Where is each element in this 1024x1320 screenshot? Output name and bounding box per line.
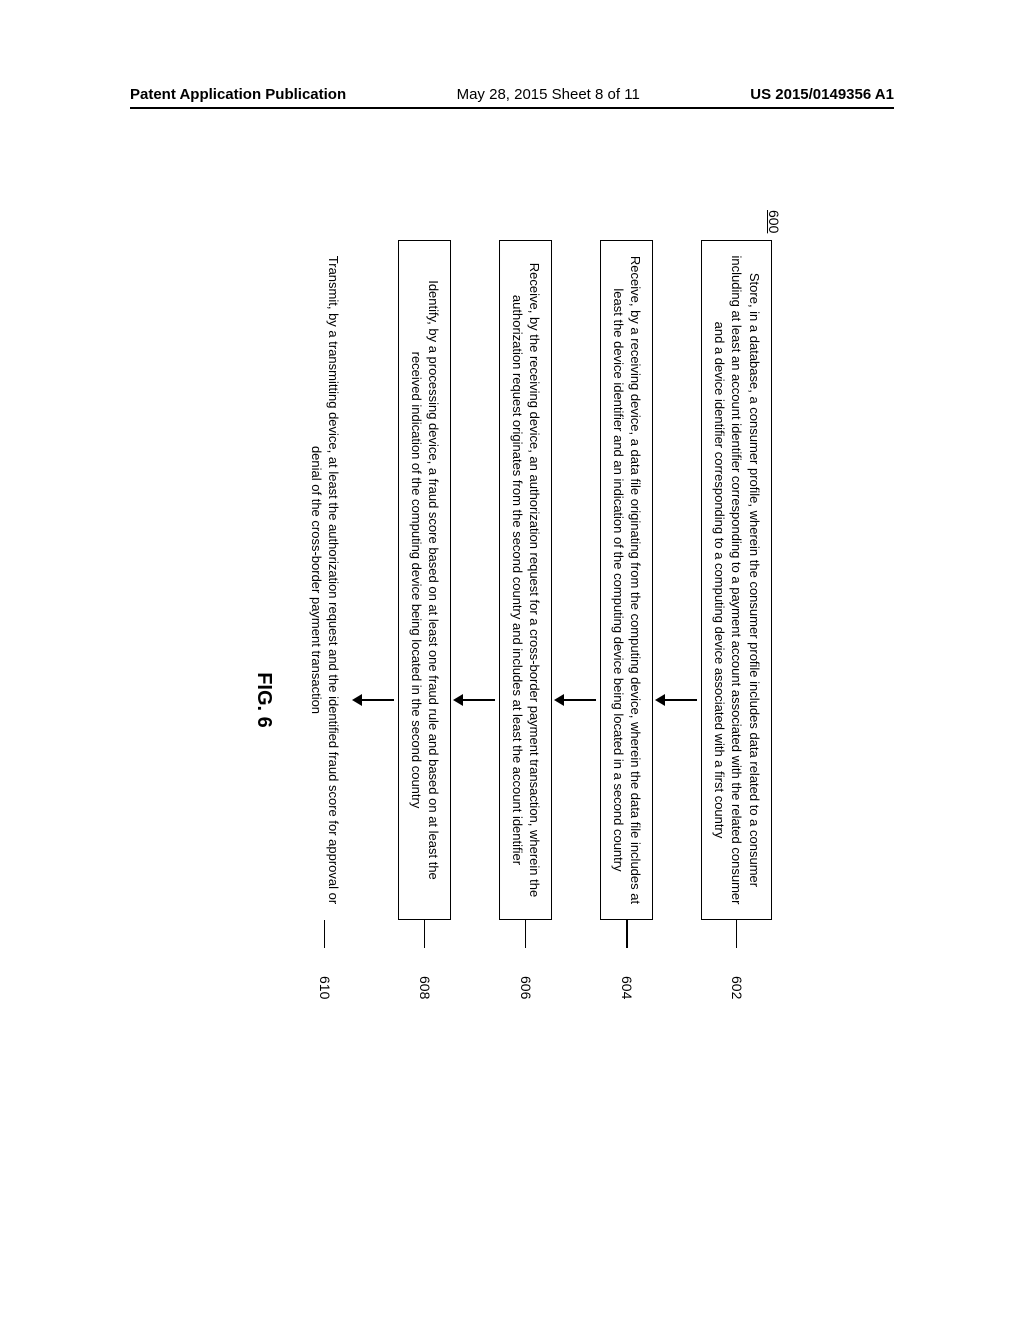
flowchart-id: 600 (766, 210, 782, 233)
step-box-610: Transmit, by a transmitting device, at l… (299, 240, 350, 920)
step-row: Receive, by the receiving device, an aut… (499, 240, 552, 1160)
step-box-602: Store, in a database, a consumer profile… (701, 240, 772, 920)
step-label-608: 608 (417, 976, 433, 999)
step-row: Store, in a database, a consumer profile… (701, 240, 772, 1160)
step-label-602: 602 (729, 976, 745, 999)
step-label-610: 610 (317, 976, 333, 999)
figure-area: 600 Store, in a database, a consumer pro… (150, 200, 874, 1200)
figure-label: FIG. 6 (252, 672, 275, 728)
page-header: Patent Application Publication May 28, 2… (130, 86, 894, 109)
flowchart-rotated: 600 Store, in a database, a consumer pro… (252, 240, 772, 1160)
header-left: Patent Application Publication (130, 86, 346, 103)
arrow-icon (556, 699, 596, 701)
step-row: Identify, by a processing device, a frau… (398, 240, 451, 1160)
step-row: Receive, by a receiving device, a data f… (600, 240, 653, 1160)
step-box-606: Receive, by the receiving device, an aut… (499, 240, 552, 920)
step-box-604: Receive, by a receiving device, a data f… (600, 240, 653, 920)
flowchart: Store, in a database, a consumer profile… (299, 240, 772, 1160)
arrow-icon (657, 699, 697, 701)
arrow-icon (455, 699, 495, 701)
step-row: Transmit, by a transmitting device, at l… (299, 240, 350, 1160)
header-right: US 2015/0149356 A1 (750, 86, 894, 103)
header-center: May 28, 2015 Sheet 8 of 11 (457, 86, 640, 103)
step-label-606: 606 (518, 976, 534, 999)
arrow-icon (354, 699, 394, 701)
step-label-604: 604 (619, 976, 635, 999)
step-box-608: Identify, by a processing device, a frau… (398, 240, 451, 920)
